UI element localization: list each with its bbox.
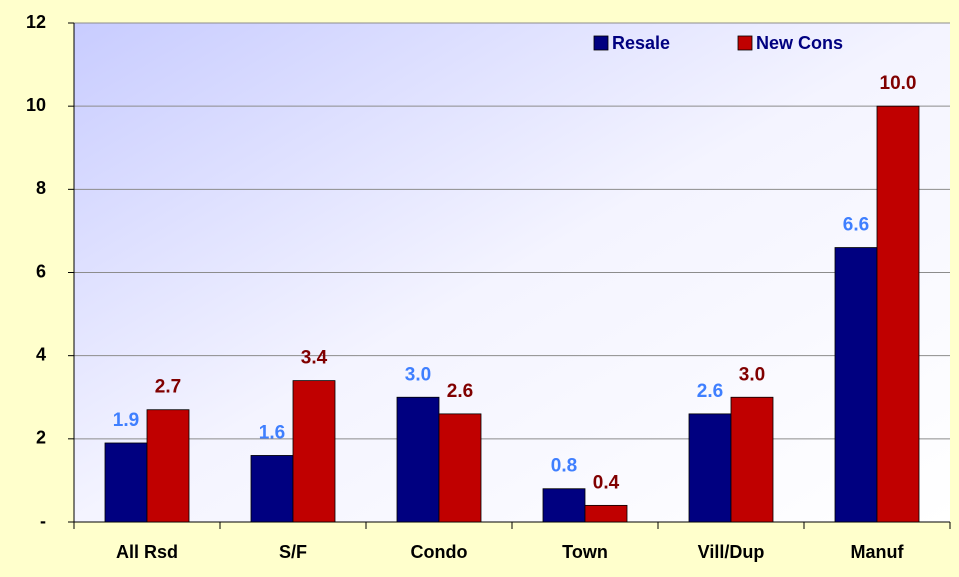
bar bbox=[104, 442, 148, 523]
y-tick-label: 8 bbox=[36, 178, 46, 198]
y-tick-label: 12 bbox=[26, 12, 46, 32]
legend-swatch bbox=[737, 35, 753, 51]
value-label: 0.8 bbox=[551, 456, 577, 477]
y-tick-label: 2 bbox=[36, 428, 46, 448]
value-label: 10.0 bbox=[880, 73, 917, 94]
value-label: 3.0 bbox=[405, 364, 431, 385]
y-tick-label: 4 bbox=[36, 344, 46, 364]
x-tick-label: Manuf bbox=[851, 542, 905, 562]
value-label: 2.7 bbox=[155, 377, 181, 398]
bar bbox=[730, 396, 774, 523]
value-label: 6.6 bbox=[843, 215, 869, 236]
y-tick-label: - bbox=[40, 511, 46, 531]
bar bbox=[584, 504, 628, 523]
value-label: 0.4 bbox=[593, 472, 620, 493]
bar bbox=[292, 380, 336, 523]
y-tick-label: 6 bbox=[36, 261, 46, 281]
legend-label: New Cons bbox=[756, 33, 843, 53]
value-label: 2.6 bbox=[697, 381, 723, 402]
x-tick-label: Town bbox=[562, 542, 608, 562]
bar bbox=[146, 409, 190, 523]
x-tick-label: Vill/Dup bbox=[698, 542, 765, 562]
bar bbox=[834, 247, 878, 523]
x-tick-label: All Rsd bbox=[116, 542, 178, 562]
value-label: 3.0 bbox=[739, 364, 765, 385]
x-tick-label: Condo bbox=[411, 542, 468, 562]
legend-label: Resale bbox=[612, 33, 670, 53]
value-label: 1.6 bbox=[259, 422, 285, 443]
bar bbox=[688, 413, 732, 523]
bar bbox=[250, 455, 294, 523]
legend-swatch bbox=[593, 35, 609, 51]
y-tick-label: 10 bbox=[26, 95, 46, 115]
value-label: 1.9 bbox=[113, 410, 139, 431]
x-tick-label: S/F bbox=[279, 542, 307, 562]
bar bbox=[396, 396, 440, 523]
value-label: 3.4 bbox=[301, 348, 328, 369]
bar bbox=[542, 488, 586, 523]
bar bbox=[438, 413, 482, 523]
value-label: 2.6 bbox=[447, 381, 473, 402]
bar bbox=[876, 105, 920, 523]
